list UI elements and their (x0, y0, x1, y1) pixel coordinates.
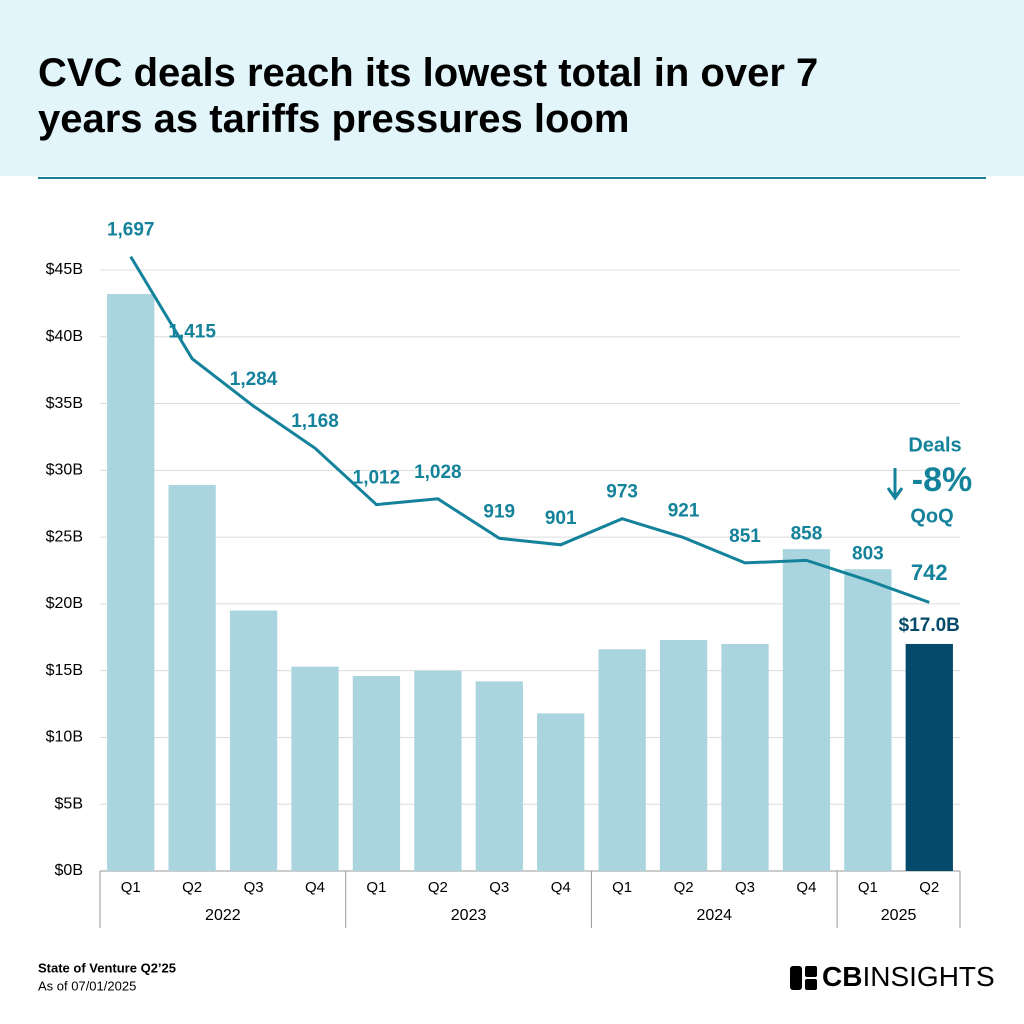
line-value-label: 1,284 (230, 369, 278, 390)
line-value-label: 1,012 (353, 468, 401, 489)
y-tick-label: $35B (46, 395, 83, 412)
y-tick-label: $25B (46, 528, 83, 545)
y-tick-label: $10B (46, 729, 83, 746)
y-tick-label: $5B (55, 795, 83, 812)
x-tick-label: Q1 (121, 879, 141, 896)
y-tick-label: $15B (46, 662, 83, 679)
x-group-label: 2025 (881, 907, 917, 924)
bar (107, 294, 155, 871)
x-tick-label: Q2 (919, 879, 939, 896)
source: State of Venture Q2’25 (38, 960, 176, 975)
down-arrow (886, 468, 904, 501)
bar (475, 681, 523, 871)
bar (659, 639, 708, 871)
line (129, 255, 930, 604)
line-value-label: 901 (545, 508, 577, 529)
title-line: years as tariffs pressures loom (38, 97, 629, 141)
logo-icon (805, 966, 817, 977)
x-tick-label: Q1 (366, 879, 386, 896)
line-value-label: 1,028 (414, 462, 462, 483)
line-value-label: 1,415 (168, 322, 216, 343)
line-value-label: 1,697 (107, 220, 155, 241)
title: CVC deals reach its lowest total in over… (38, 51, 818, 141)
chart: $0B $5B $10B $15B $20B $25B $30B $35B $40B $45B Q1… (46, 220, 961, 928)
bar (229, 610, 278, 871)
line-value-label: 919 (483, 501, 515, 522)
line-value-label: 921 (668, 501, 700, 522)
x-tick-label: Q2 (428, 879, 448, 896)
bar (598, 649, 646, 871)
logo-icon (805, 979, 817, 990)
y-tick-label: $45B (46, 261, 83, 278)
bar (291, 666, 339, 871)
annotation-title: Deals (908, 434, 961, 456)
header-bg (0, 0, 1024, 176)
x-group-label: 2024 (696, 907, 732, 924)
y-tick-label: $30B (46, 462, 83, 479)
y-tick-label: $0B (55, 862, 83, 879)
x-tick-label: Q4 (551, 879, 571, 896)
x-tick-label: Q2 (182, 879, 202, 896)
annotation-period: QoQ (910, 505, 953, 527)
logo-icon (790, 966, 802, 990)
logo: CBINSIGHTS (790, 961, 995, 992)
x-tick-label: Q4 (796, 879, 816, 896)
title-line: CVC deals reach its lowest total in over… (38, 51, 818, 95)
x-group-label: 2023 (451, 907, 487, 924)
date: As of 07/01/2025 (38, 978, 136, 993)
bar (721, 643, 769, 871)
x-tick-label: Q2 (674, 879, 694, 896)
x-tick-label: Q3 (244, 879, 264, 896)
line-value-label: 973 (606, 482, 638, 503)
bar (352, 676, 401, 871)
x-tick-label: Q3 (735, 879, 755, 896)
line-value-label: 742 (911, 560, 948, 585)
x-tick-label: Q1 (858, 879, 878, 896)
bar (782, 549, 831, 871)
logo-text: CBINSIGHTS (822, 961, 995, 992)
line-value-label: 1,168 (291, 411, 339, 432)
y-tick-label: $20B (46, 595, 83, 612)
line-value-label: 858 (791, 523, 823, 544)
bar (168, 485, 216, 871)
bar (844, 569, 892, 871)
y-tick-label: $40B (46, 328, 83, 345)
x-tick-label: Q3 (489, 879, 509, 896)
annotation-change: -8% (912, 461, 972, 499)
bar-value-label: $17.0B (899, 615, 960, 636)
logo-light: INSIGHTS (862, 961, 994, 992)
line-value-label: 851 (729, 526, 761, 547)
line-value-label: 803 (852, 543, 884, 564)
x-tick-label: Q1 (612, 879, 632, 896)
logo-bold: CB (822, 961, 862, 992)
x-tick-label: Q4 (305, 879, 325, 896)
x-group-label: 2022 (205, 907, 241, 924)
bar (537, 713, 585, 871)
bar (414, 670, 462, 871)
bar (905, 643, 953, 871)
